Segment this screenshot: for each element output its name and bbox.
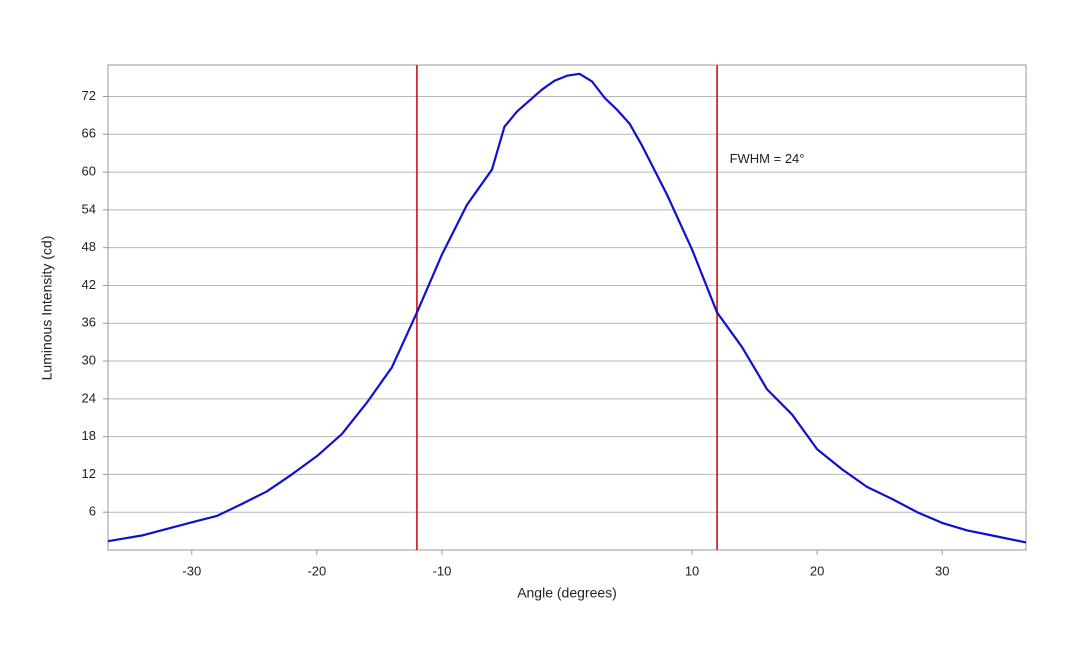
x-tick-label: -20 (307, 563, 326, 578)
y-tick-label: 42 (82, 277, 96, 292)
y-tick-label: 30 (82, 352, 96, 367)
y-tick-label: 36 (82, 315, 96, 330)
x-tick-label: -10 (433, 563, 452, 578)
y-axis-title: Luminous Intensity (cd) (39, 236, 55, 381)
annotation: FWHM = 24° (730, 151, 805, 166)
x-tick-label: -30 (182, 563, 201, 578)
y-tick-label: 66 (82, 126, 96, 141)
y-tick-label: 48 (82, 239, 96, 254)
y-tick-label: 18 (82, 428, 96, 443)
y-tick-label: 24 (82, 390, 96, 405)
y-tick-label: 6 (89, 504, 96, 519)
y-tick-label: 54 (82, 201, 96, 216)
x-tick-label: 10 (685, 563, 699, 578)
x-axis-title: Angle (degrees) (517, 585, 617, 601)
x-tick-label: 30 (935, 563, 949, 578)
y-tick-label: 60 (82, 164, 96, 179)
data-line (107, 72, 1027, 544)
x-tick-label: 20 (810, 563, 824, 578)
y-tick-label: 72 (82, 88, 96, 103)
y-tick-label: 12 (82, 466, 96, 481)
plot-frame (107, 64, 1027, 551)
